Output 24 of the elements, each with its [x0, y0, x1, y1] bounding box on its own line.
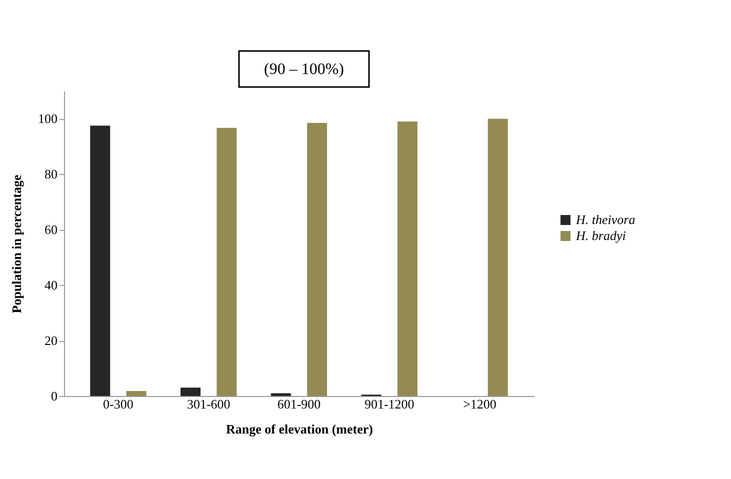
bar — [270, 393, 291, 396]
y-tick-label: 0 — [51, 388, 58, 404]
y-tick-label: 80 — [44, 166, 58, 182]
bar — [126, 391, 146, 396]
bar — [488, 118, 508, 396]
y-axis-title: Population in percentage — [9, 174, 24, 314]
legend-label: H. theivora — [575, 212, 636, 227]
y-tick-label: 100 — [38, 111, 58, 126]
x-tick-label: 0-300 — [103, 396, 134, 412]
y-tick-label: 20 — [44, 333, 58, 348]
y-tick-label: 40 — [44, 278, 58, 293]
x-tick-label: 901-1200 — [364, 396, 414, 412]
bar — [90, 126, 110, 396]
bar — [180, 388, 201, 396]
y-tick-label: 60 — [44, 222, 58, 238]
x-axis-title: Range of elevation (meter) — [226, 422, 373, 436]
bar — [307, 122, 328, 396]
x-tick-label: 601-900 — [277, 396, 321, 412]
text: (90 – 100%) — [264, 61, 344, 78]
legend-label: H. bradyi — [575, 228, 626, 243]
bar — [397, 122, 418, 396]
x-tick-label: 301-600 — [186, 396, 230, 412]
x-tick-label: >1200 — [463, 396, 496, 412]
bar — [216, 128, 237, 396]
